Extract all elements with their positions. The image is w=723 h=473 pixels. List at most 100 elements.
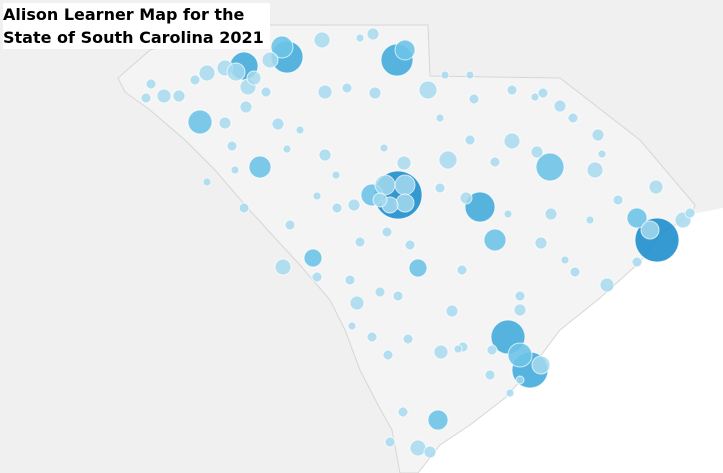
learner-bubble — [514, 290, 526, 302]
learner-bubble — [384, 436, 396, 448]
learner-bubble — [226, 140, 238, 152]
learner-bubble — [484, 369, 496, 381]
learner-bubble — [374, 286, 386, 298]
learner-bubble — [344, 274, 356, 286]
learner-bubble — [486, 344, 498, 356]
learner-bubble — [226, 62, 246, 82]
learner-bubble — [456, 264, 468, 276]
learner-bubble — [189, 74, 201, 86]
learner-bubble — [303, 248, 323, 268]
learner-bubble — [544, 207, 558, 221]
learner-bubble — [341, 82, 353, 94]
learner-bubble — [434, 182, 446, 194]
learner-bubble — [270, 35, 294, 59]
map-title: Alison Learner Map for the State of Sout… — [3, 3, 270, 49]
learner-bubble — [295, 125, 305, 135]
learner-bubble — [347, 198, 361, 212]
learner-bubble — [397, 406, 409, 418]
learner-bubble — [591, 128, 605, 142]
learner-bubble — [513, 303, 527, 317]
learner-bubble — [648, 179, 664, 195]
learner-bubble — [392, 290, 404, 302]
learner-bubble — [261, 51, 279, 69]
learner-bubble — [218, 116, 232, 130]
learner-bubble — [396, 155, 412, 171]
learner-bubble — [394, 174, 416, 196]
learner-bubble — [599, 277, 615, 293]
learner-bubble — [586, 161, 604, 179]
learner-bubble — [313, 31, 331, 49]
learner-bubble — [202, 177, 212, 187]
learner-bubble — [433, 344, 449, 360]
learner-bubble — [354, 236, 366, 248]
learner-bubble — [464, 191, 496, 223]
learner-bubble — [347, 321, 357, 331]
learner-bubble — [230, 165, 240, 175]
learner-bubble — [317, 84, 333, 100]
learner-bubble — [404, 239, 416, 251]
learner-bubble — [537, 87, 549, 99]
learner-bubble — [503, 209, 513, 219]
learner-bubble — [530, 145, 544, 159]
learner-bubble — [640, 220, 660, 240]
learner-bubble — [368, 86, 382, 100]
learner-bubble — [260, 86, 272, 98]
learner-bubble — [239, 100, 253, 114]
learner-bubble — [331, 170, 341, 180]
title-line: State of South Carolina 2021 — [3, 28, 264, 47]
learner-bubble — [489, 156, 501, 168]
learner-bubble — [459, 191, 473, 205]
learner-bubble — [535, 152, 565, 182]
learner-bubble — [435, 113, 445, 123]
learner-bubble — [145, 78, 157, 90]
learner-bubble — [246, 70, 262, 86]
learner-bubble — [274, 258, 292, 276]
learner-bubble — [631, 256, 643, 268]
learner-bubble — [560, 255, 570, 265]
learner-bubble — [483, 228, 507, 252]
learner-bubble — [156, 88, 172, 104]
learner-bubble — [312, 191, 322, 201]
learner-bubble — [248, 155, 272, 179]
learner-bubble — [626, 207, 648, 229]
learner-bubble — [612, 194, 624, 206]
learner-bubble — [140, 92, 152, 104]
learner-bubble — [187, 109, 213, 135]
learner-bubble — [445, 304, 459, 318]
learner-bubble — [515, 375, 525, 385]
learner-bubble — [418, 80, 438, 100]
learner-bubble — [379, 143, 389, 153]
learner-bubble — [394, 39, 416, 61]
learner-bubble — [402, 333, 414, 345]
learner-bubble — [372, 192, 388, 208]
learner-bubble — [468, 93, 480, 105]
learner-bubble — [505, 388, 515, 398]
learner-bubble — [366, 331, 378, 343]
learner-bubble — [238, 202, 250, 214]
learner-bubble — [374, 174, 396, 196]
learner-bubble — [349, 295, 365, 311]
learner-bubble — [453, 344, 463, 354]
learner-bubble — [318, 148, 332, 162]
learner-bubble — [381, 226, 393, 238]
learner-bubble — [585, 215, 595, 225]
learner-bubble — [427, 409, 449, 431]
learner-bubble — [506, 84, 518, 96]
learner-bubble — [507, 342, 533, 368]
learner-bubble — [395, 193, 415, 213]
learner-bubble — [311, 271, 323, 283]
learner-bubble — [408, 258, 428, 278]
learner-bubble — [331, 202, 343, 214]
learner-bubble — [198, 64, 216, 82]
learner-bubble — [172, 89, 186, 103]
learner-bubble — [503, 132, 521, 150]
learner-bubble — [440, 70, 450, 80]
learner-bubble — [282, 144, 292, 154]
learner-bubble — [464, 134, 476, 146]
learner-bubble — [569, 266, 581, 278]
learner-bubble — [409, 439, 427, 457]
learner-bubble — [465, 70, 475, 80]
learner-bubble — [284, 219, 296, 231]
